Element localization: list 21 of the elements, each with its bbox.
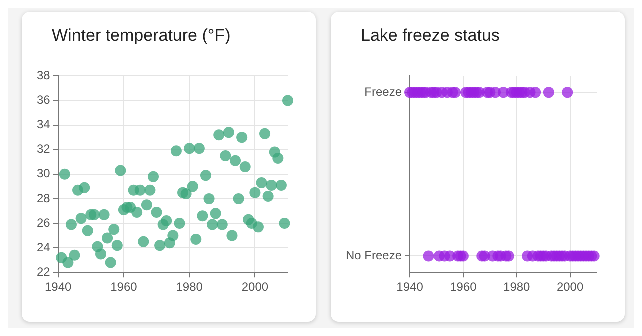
x-tick-label: 1960 — [450, 280, 478, 294]
y-tick-label: 38 — [36, 68, 51, 83]
x-tick-label: 2000 — [242, 280, 269, 294]
y-tick-label: 34 — [36, 118, 51, 132]
x-tick-label: 1980 — [176, 280, 204, 294]
chart-title: Lake freeze status — [361, 26, 501, 47]
x-tick-label: 1940 — [396, 280, 424, 294]
x-tick-label: 2000 — [556, 280, 584, 294]
x-tick-label: 1980 — [504, 280, 531, 294]
y-tick-label: 28 — [36, 191, 51, 206]
y-tick-label: 26 — [36, 216, 51, 230]
y-tick-label: No Freeze — [346, 248, 402, 263]
y-tick-label: 30 — [36, 166, 51, 181]
y-tick-label: Freeze — [364, 84, 402, 99]
x-tick-label: 1940 — [44, 280, 72, 294]
y-tick-label: 36 — [36, 93, 51, 108]
y-tick-label: 32 — [36, 142, 51, 156]
x-tick-label: 1960 — [110, 280, 138, 294]
y-tick-label: 24 — [36, 240, 51, 254]
chart-title: Winter temperature (°F) — [52, 26, 232, 47]
y-tick-label: 22 — [36, 264, 51, 279]
